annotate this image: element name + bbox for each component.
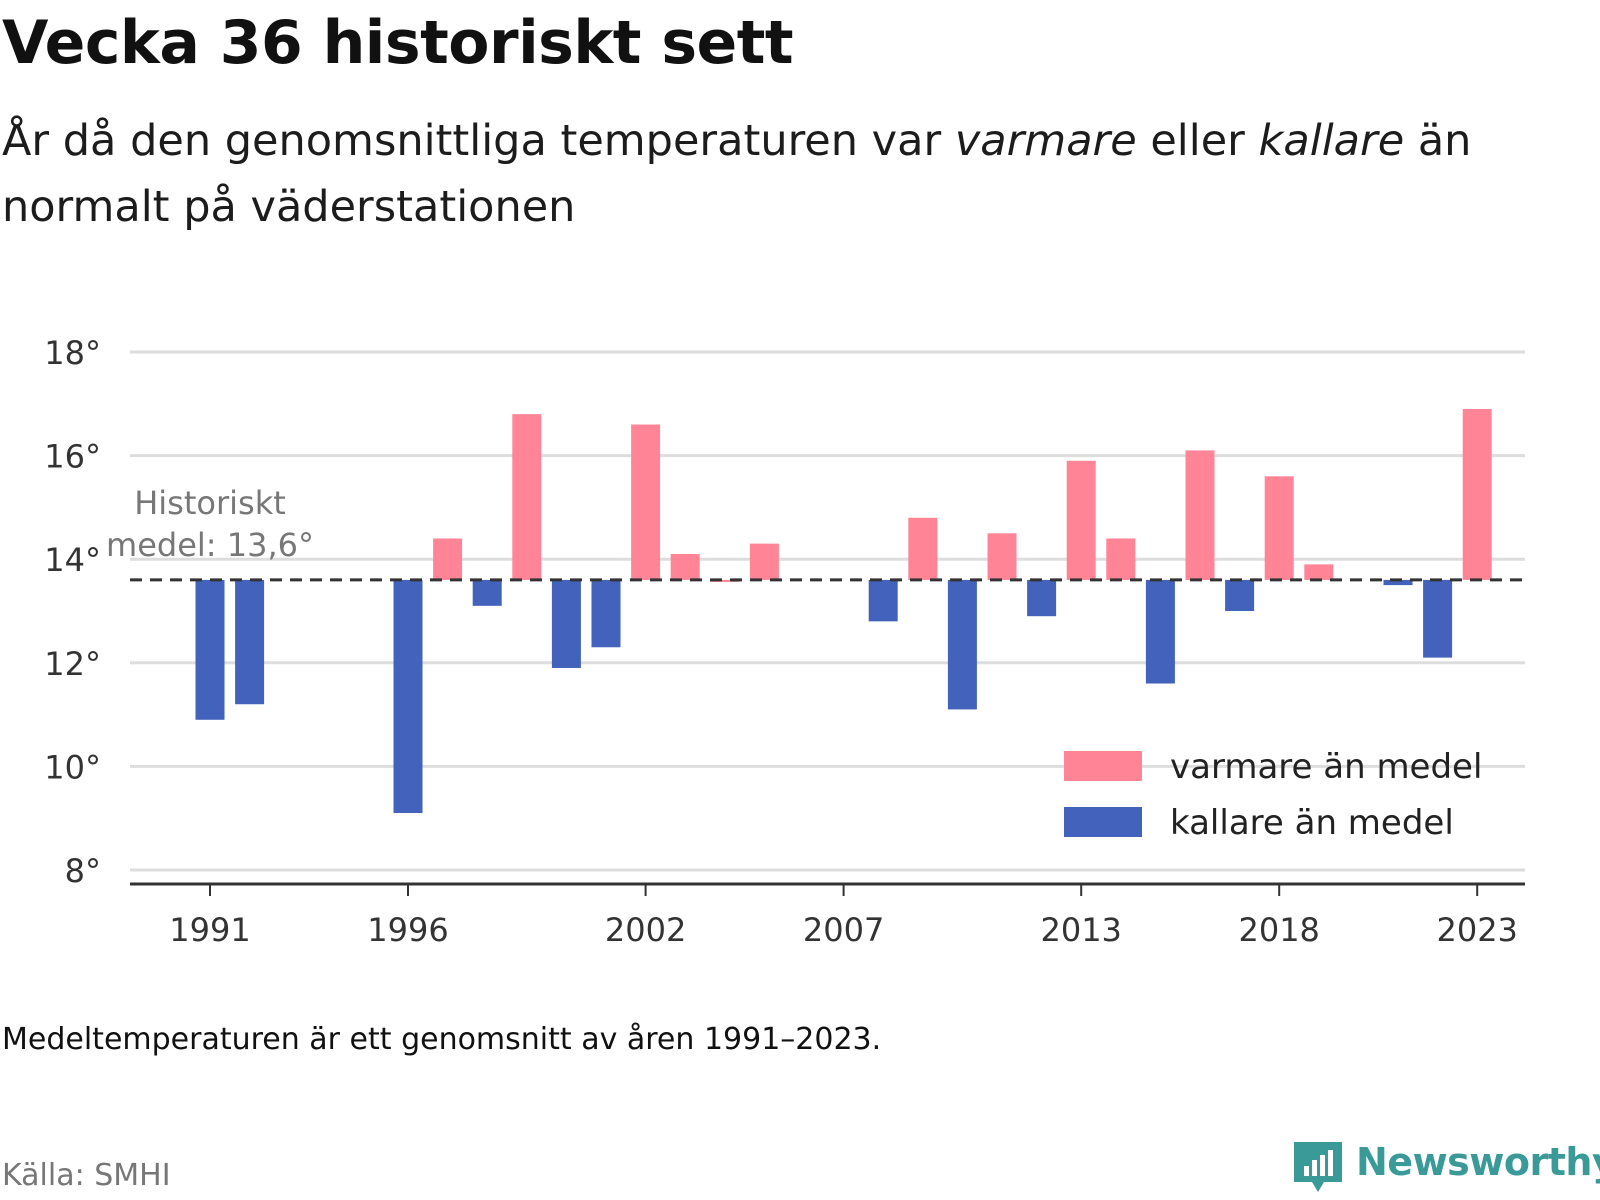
- legend-swatch-cold: [1064, 807, 1142, 837]
- bar-2014: [1106, 538, 1136, 580]
- y-tick-label: 16°: [44, 438, 101, 476]
- bar-2008: [868, 579, 898, 622]
- bar-1992: [235, 579, 265, 705]
- x-tick-label: 2007: [803, 911, 884, 949]
- bar-2011: [987, 533, 1017, 580]
- chart-subtitle: År då den genomsnittliga temperaturen va…: [2, 108, 1562, 240]
- bar-1999: [512, 414, 542, 580]
- legend-label-warm: varmare än medel: [1170, 747, 1482, 787]
- x-tick-label: 2018: [1238, 911, 1319, 949]
- subtitle-warm-word: varmare: [954, 116, 1137, 166]
- bar-2012: [1027, 579, 1057, 617]
- bar-2018: [1264, 476, 1294, 580]
- source-text: Källa: SMHI: [2, 1158, 171, 1193]
- y-tick-label: 10°: [44, 748, 101, 786]
- legend-swatch-warm: [1064, 751, 1142, 781]
- subtitle-text-1: År då den genomsnittliga temperaturen va…: [2, 116, 955, 166]
- bar-1997: [433, 538, 463, 580]
- newsworthy-logo[interactable]: Newsworthy: [1290, 1138, 1600, 1196]
- x-tick-label: 2023: [1436, 911, 1517, 949]
- bar-2000: [551, 579, 581, 668]
- x-tick-label: 1996: [367, 911, 448, 949]
- footnote: Medeltemperaturen är ett genomsnitt av å…: [2, 1022, 882, 1057]
- bar-2001: [591, 579, 621, 648]
- bar-1998: [472, 579, 502, 606]
- bar-2013: [1066, 460, 1096, 580]
- chart-title: Vecka 36 historiskt sett: [2, 8, 794, 78]
- bar-2004: [710, 579, 740, 582]
- average-label-line2: medel: 13,6°: [106, 526, 314, 564]
- bar-2022: [1423, 579, 1453, 658]
- x-tick-label: 2013: [1040, 911, 1121, 949]
- bar-2005: [749, 543, 779, 580]
- y-tick-label: 14°: [44, 541, 101, 579]
- y-tick-label: 8°: [65, 852, 101, 890]
- bar-1996: [393, 579, 423, 814]
- bar-1991: [195, 579, 225, 720]
- y-tick-label: 18°: [44, 334, 101, 372]
- subtitle-text-3: än normalt på väderstationen: [2, 116, 1472, 232]
- bar-2003: [670, 554, 700, 580]
- legend-label-cold: kallare än medel: [1170, 803, 1454, 843]
- bar-2023: [1462, 408, 1492, 580]
- subtitle-cold-word: kallare: [1258, 116, 1405, 166]
- x-tick-label: 2002: [605, 911, 686, 949]
- brand-name: Newsworthy: [1356, 1140, 1600, 1184]
- x-tick-label: 1991: [169, 911, 250, 949]
- subtitle-text-2: eller: [1136, 116, 1259, 166]
- bar-2009: [908, 517, 938, 580]
- bar-2002: [631, 424, 661, 580]
- bar-2019: [1304, 564, 1334, 580]
- bar-2021: [1383, 579, 1413, 586]
- newsworthy-logo-icon: [1294, 1142, 1342, 1192]
- bar-2015: [1145, 579, 1175, 684]
- average-label-line1: Historiskt: [134, 484, 286, 522]
- bar-chart: 8° 10° 12° 14° 16° 18° Historiskt medel: 13,6° 1…: [44, 334, 1525, 949]
- bar-2017: [1225, 579, 1255, 611]
- bar-2016: [1185, 450, 1215, 580]
- y-tick-label: 12°: [44, 645, 101, 683]
- bar-2010: [947, 579, 977, 710]
